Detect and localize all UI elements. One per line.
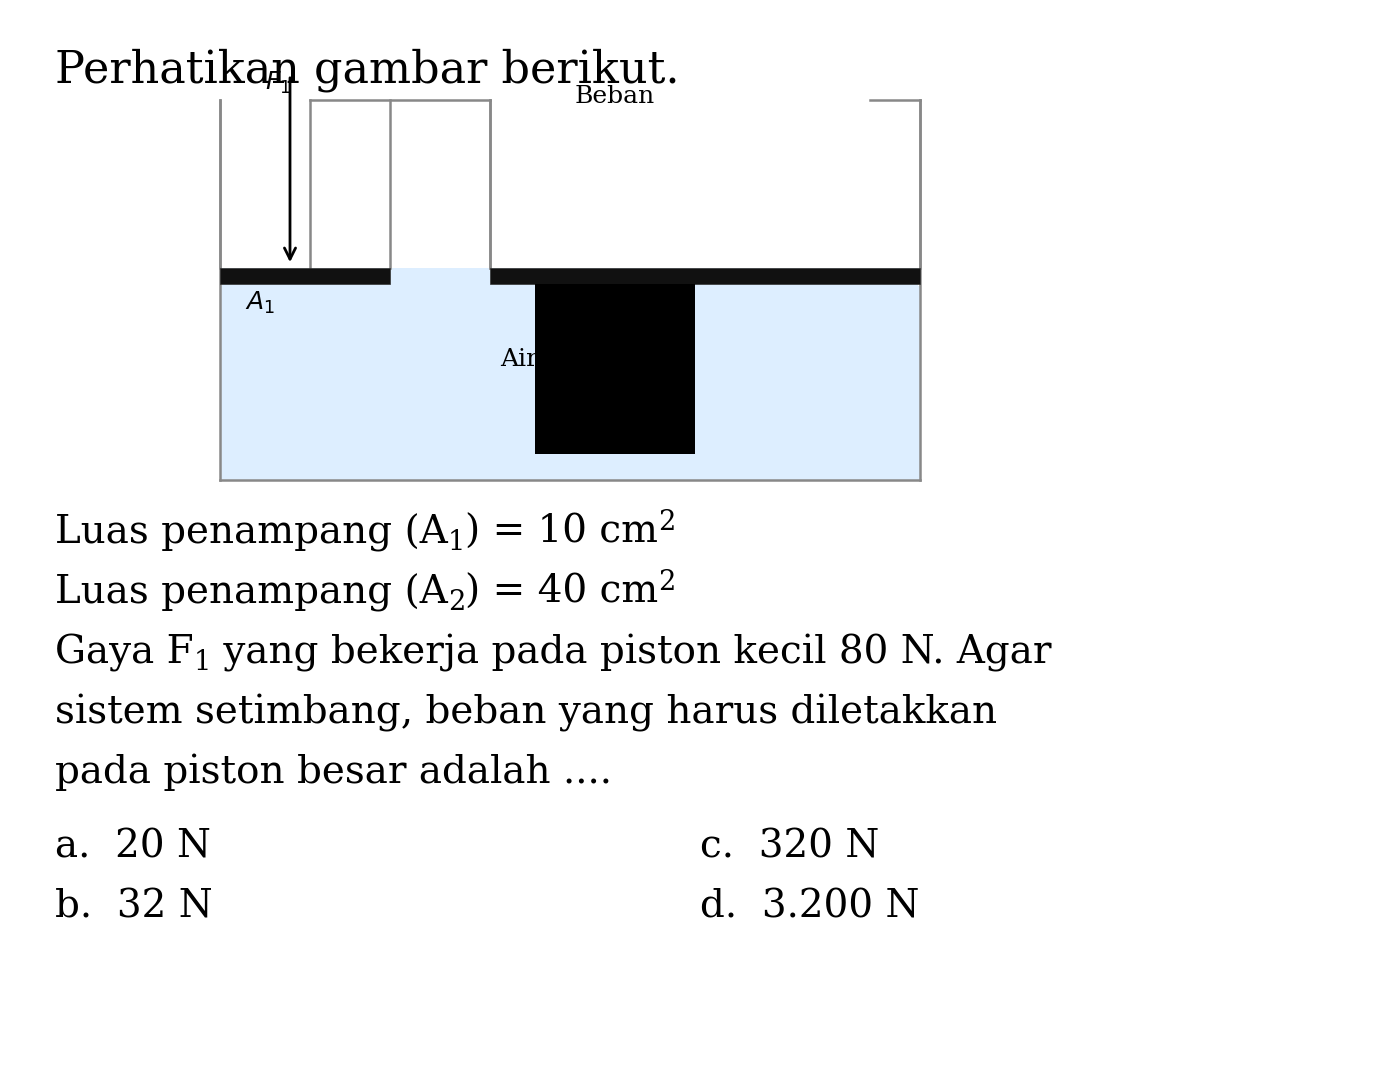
Bar	[490, 268, 920, 284]
Text: b.  32 N: b. 32 N	[56, 889, 213, 926]
Text: $A_1$: $A_1$	[245, 290, 276, 317]
Text: Luas penampang (A: Luas penampang (A	[56, 514, 448, 551]
Text: d.  3.200 N: d. 3.200 N	[700, 889, 920, 926]
Text: 2: 2	[658, 509, 675, 536]
Text: Beban: Beban	[575, 85, 656, 108]
Text: $F_1$: $F_1$	[264, 70, 291, 96]
Text: 1: 1	[193, 649, 212, 676]
Text: a.  20 N: a. 20 N	[56, 829, 212, 866]
Text: $A_2$: $A_2$	[569, 347, 600, 373]
Bar	[310, 100, 490, 268]
Text: Gaya F: Gaya F	[56, 633, 193, 672]
Bar	[220, 286, 920, 480]
Text: 2: 2	[448, 588, 465, 616]
Text: c.  320 N: c. 320 N	[700, 829, 880, 866]
Bar	[535, 284, 695, 454]
Text: sistem setimbang, beban yang harus diletakkan: sistem setimbang, beban yang harus dilet…	[56, 693, 997, 732]
Text: Luas penampang (A: Luas penampang (A	[56, 574, 448, 611]
Text: yang bekerja pada piston kecil 80 N. Agar: yang bekerja pada piston kecil 80 N. Aga…	[212, 633, 1051, 672]
Text: ) = 40 cm: ) = 40 cm	[465, 574, 658, 611]
Text: Air: Air	[500, 349, 539, 371]
Text: Perhatikan gambar berikut.: Perhatikan gambar berikut.	[56, 48, 679, 92]
Bar	[220, 268, 390, 284]
Bar	[221, 268, 917, 478]
Text: 1: 1	[448, 529, 465, 556]
Text: ) = 10 cm: ) = 10 cm	[465, 514, 658, 551]
Text: pada piston besar adalah ....: pada piston besar adalah ....	[56, 753, 612, 791]
Text: 2: 2	[658, 569, 675, 596]
